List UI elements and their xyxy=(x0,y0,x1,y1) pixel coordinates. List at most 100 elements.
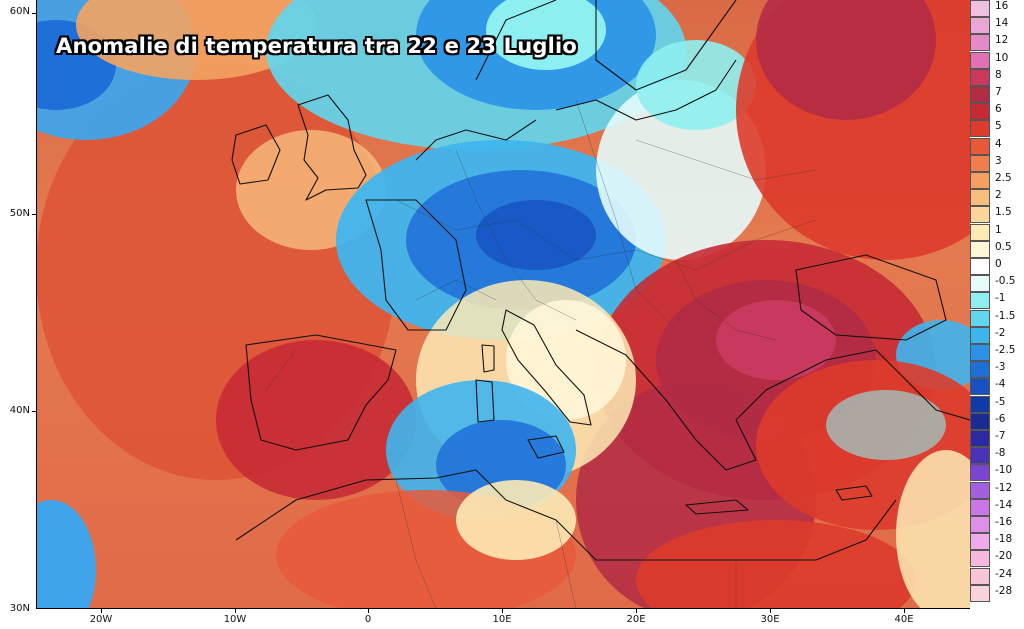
legend-swatch xyxy=(970,430,990,447)
legend-label: 2 xyxy=(995,189,1002,202)
legend-swatch xyxy=(970,464,990,482)
legend-swatch xyxy=(970,0,990,17)
lat-tick xyxy=(32,411,36,412)
legend-label: 1.5 xyxy=(995,206,1012,219)
border-line xyxy=(455,149,577,321)
border-line xyxy=(675,259,777,341)
legend-label: -5 xyxy=(995,395,1006,408)
lon-label-10w: 10W xyxy=(223,614,247,625)
legend-swatch xyxy=(970,34,990,52)
legend-label: -10 xyxy=(995,464,1013,477)
legend-swatch xyxy=(970,378,990,396)
coastline-north-sea xyxy=(415,119,537,161)
legend-swatch xyxy=(970,292,990,310)
coastline-france xyxy=(365,199,467,331)
legend-swatch xyxy=(970,86,990,103)
legend-swatch xyxy=(970,447,990,465)
coastline-sardinia xyxy=(475,379,495,423)
legend-swatch xyxy=(970,498,990,516)
legend-label: 2.5 xyxy=(995,172,1012,184)
legend-swatch xyxy=(970,326,990,344)
coastline-crete xyxy=(685,499,749,515)
legend-swatch xyxy=(970,550,990,568)
coastline-scandinavia xyxy=(475,0,737,91)
legend-label: 10 xyxy=(995,51,1009,64)
coastline-black-sea xyxy=(795,254,947,341)
legend-label: 3 xyxy=(995,154,1002,167)
legend-label: 6 xyxy=(995,103,1002,116)
legend-label: -28 xyxy=(995,584,1013,597)
lon-label-10e: 10E xyxy=(492,614,512,625)
border-line xyxy=(395,479,437,609)
legend-swatch xyxy=(970,120,990,138)
legend-label: -24 xyxy=(995,567,1013,580)
legend-swatch xyxy=(970,361,990,379)
border-line xyxy=(635,139,817,181)
legend-label: -2.5 xyxy=(995,344,1016,356)
legend-swatch xyxy=(970,223,990,241)
legend-swatch xyxy=(970,206,990,224)
legend-swatch xyxy=(970,275,990,293)
coastline-ireland xyxy=(231,124,281,185)
lon-label-20e: 20E xyxy=(626,614,646,625)
legend-label: -1.5 xyxy=(995,309,1016,322)
legend-swatch xyxy=(970,258,990,275)
lon-tick xyxy=(502,609,503,613)
lon-label-40e: 40E xyxy=(894,614,914,625)
lon-label-0: 0 xyxy=(364,614,372,625)
border-line xyxy=(575,99,677,331)
legend-label: 0.5 xyxy=(995,240,1012,253)
lon-label-30e: 30E xyxy=(760,614,780,625)
coastline-britain xyxy=(297,94,367,201)
latitude-axis: 60N 50N 40N 30N xyxy=(0,0,36,629)
lat-tick xyxy=(32,214,36,215)
legend-label: 4 xyxy=(995,137,1002,150)
lat-label-30n: 30N xyxy=(9,603,30,614)
border-line xyxy=(415,279,497,301)
coastline-italy xyxy=(501,309,592,426)
lon-tick xyxy=(235,609,236,613)
legend-label: 8 xyxy=(995,68,1002,81)
coastline-corsica xyxy=(481,344,495,373)
legend-swatch xyxy=(970,395,990,413)
lon-tick xyxy=(770,609,771,613)
legend-label: -18 xyxy=(995,533,1013,546)
lon-label-20w: 20W xyxy=(89,614,113,625)
legend-swatch xyxy=(970,137,990,155)
coastline-baltic xyxy=(555,59,737,121)
legend-label: -0.5 xyxy=(995,275,1016,288)
legend-label: 7 xyxy=(995,86,1002,98)
coastline-north-africa xyxy=(235,469,897,561)
lat-label-60n: 60N xyxy=(9,6,30,17)
legend-swatch xyxy=(970,533,990,551)
legend-label: 1 xyxy=(995,223,1002,236)
coastline-iberia xyxy=(245,334,397,451)
lat-tick xyxy=(32,13,36,14)
lon-tick xyxy=(368,609,369,613)
color-legend: 16 14 12 10 8 7 6 5 4 3 2.5 2 1.5 1 0.5 0 -0.5 -1 -1.5 -2 -2… xyxy=(970,0,1024,609)
legend-label: -8 xyxy=(995,447,1006,460)
coastline-balkans xyxy=(575,329,970,471)
legend-swatch xyxy=(970,68,990,86)
longitude-axis: 20W 10W 0 10E 20E 30E 40E xyxy=(36,609,970,629)
border-line xyxy=(265,349,297,391)
legend-label: 5 xyxy=(995,120,1002,133)
legend-label: -6 xyxy=(995,412,1006,425)
legend-swatch xyxy=(970,189,990,207)
legend-label: 0 xyxy=(995,258,1002,270)
lon-tick xyxy=(101,609,102,613)
legend-label: -12 xyxy=(995,481,1013,494)
legend-label: -14 xyxy=(995,498,1013,511)
lon-tick xyxy=(904,609,905,613)
legend-label: 12 xyxy=(995,34,1009,47)
coastline-sicily xyxy=(527,435,565,459)
legend-swatch xyxy=(970,481,990,499)
legend-label: -4 xyxy=(995,378,1006,391)
temperature-anomaly-map xyxy=(36,0,970,609)
border-line xyxy=(395,199,817,271)
lon-tick xyxy=(636,609,637,613)
legend-label: 16 xyxy=(995,0,1009,12)
legend-label: -3 xyxy=(995,361,1006,374)
legend-label: 14 xyxy=(995,17,1009,30)
legend-swatch xyxy=(970,17,990,35)
